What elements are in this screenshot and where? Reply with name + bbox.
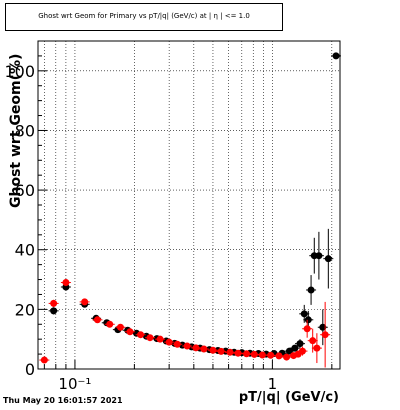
y-tick-label: 20	[15, 300, 35, 319]
data-point	[50, 299, 58, 307]
data-point	[116, 323, 124, 331]
data-point	[296, 340, 304, 348]
y-tick-label: 40	[15, 241, 35, 260]
data-point	[156, 335, 164, 343]
data-point	[298, 347, 306, 355]
plot-frame	[37, 40, 341, 370]
x-axis-title: pT/|q| (GeV/c)	[239, 390, 339, 405]
data-point	[313, 344, 321, 352]
data-point	[283, 353, 291, 361]
y-axis-title: Ghost wrt Geom(%)	[8, 54, 24, 208]
data-point	[275, 352, 283, 360]
x-tick-label: 1	[268, 375, 278, 393]
data-point	[126, 328, 134, 336]
data-point	[146, 334, 154, 342]
data-point	[81, 298, 89, 306]
data-point	[234, 349, 242, 357]
data-point	[226, 348, 234, 356]
data-point	[332, 52, 340, 60]
data-point	[192, 344, 200, 352]
chart-title-box: Ghost wrt Geom for Primary vs pT/|q| (Ge…	[5, 3, 283, 31]
data-point	[321, 331, 329, 339]
data-point	[200, 345, 208, 353]
data-point	[209, 346, 217, 354]
data-point	[165, 338, 173, 346]
grid-lines	[38, 41, 340, 369]
data-points	[39, 52, 342, 368]
data-point	[307, 286, 315, 294]
data-point	[267, 351, 275, 359]
data-point	[173, 340, 181, 348]
data-point	[40, 356, 48, 364]
data-point	[106, 320, 114, 328]
chart-title: Ghost wrt Geom for Primary vs pT/|q| (Ge…	[38, 12, 250, 20]
data-point	[62, 279, 70, 287]
data-point	[250, 350, 258, 358]
data-point	[217, 347, 225, 355]
data-point	[300, 310, 308, 318]
y-tick-label: 100	[4, 62, 35, 81]
timestamp: Thu May 20 16:01:57 2021	[3, 396, 123, 405]
data-point	[258, 351, 266, 359]
y-tick-label: 80	[15, 121, 35, 140]
data-point	[243, 350, 251, 358]
data-point	[309, 337, 317, 345]
data-point	[291, 344, 299, 352]
data-point	[324, 255, 332, 263]
y-tick-label: 60	[15, 181, 35, 200]
data-point	[304, 316, 312, 324]
data-point	[319, 323, 327, 331]
data-point	[285, 347, 293, 355]
axis-ticks	[38, 40, 333, 370]
data-point	[303, 325, 311, 333]
data-point	[315, 252, 323, 260]
axis-labels: Ghost wrt Geom(%) pT/|q| (GeV/c) 0 20 40 60…	[4, 54, 339, 405]
data-point	[93, 316, 101, 324]
x-tick-label: 10⁻¹	[58, 375, 91, 393]
data-point	[183, 342, 191, 350]
y-tick-label: 0	[25, 360, 35, 379]
data-point	[137, 331, 145, 339]
data-point	[50, 307, 58, 315]
